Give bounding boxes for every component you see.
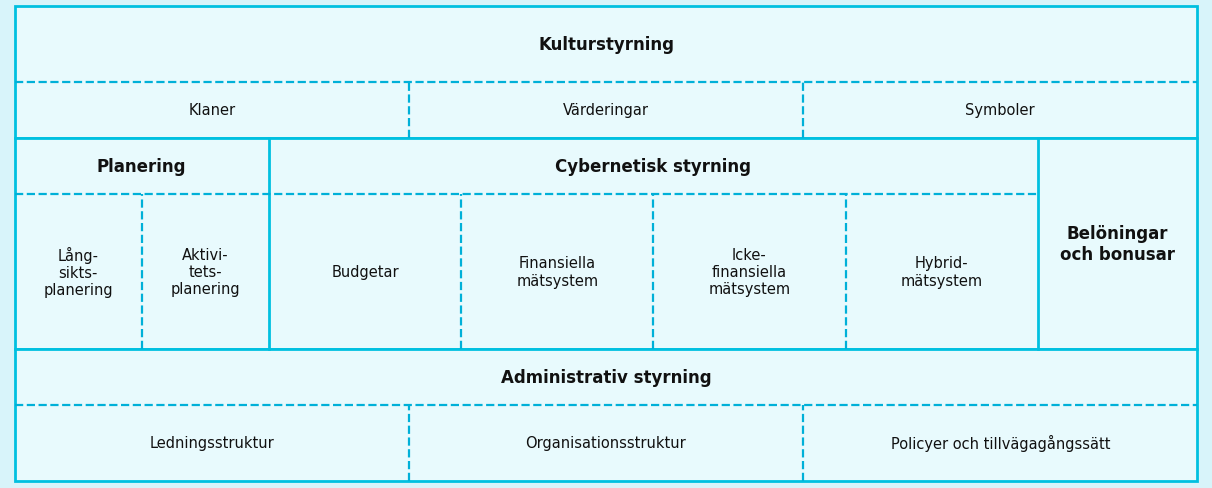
Text: Organisationsstruktur: Organisationsstruktur [526, 436, 686, 450]
Text: Administrativ styrning: Administrativ styrning [501, 368, 711, 386]
Text: Planering: Planering [97, 157, 187, 175]
Text: Kulturstyrning: Kulturstyrning [538, 36, 674, 54]
Text: Ledningsstruktur: Ledningsstruktur [149, 436, 274, 450]
Text: Finansiella
mätsystem: Finansiella mätsystem [516, 256, 599, 288]
Text: Lång-
sikts-
planering: Lång- sikts- planering [44, 246, 113, 298]
Text: Aktivi-
tets-
planering: Aktivi- tets- planering [171, 247, 240, 297]
Text: Hybrid-
mätsystem: Hybrid- mätsystem [901, 256, 983, 288]
FancyBboxPatch shape [15, 139, 1197, 349]
Text: Budgetar: Budgetar [331, 264, 399, 280]
FancyBboxPatch shape [15, 349, 1197, 481]
Text: Icke-
finansiella
mätsystem: Icke- finansiella mätsystem [708, 247, 790, 297]
Text: Värderingar: Värderingar [564, 103, 648, 118]
Text: Symboler: Symboler [966, 103, 1035, 118]
FancyBboxPatch shape [15, 7, 1197, 139]
Text: Belöningar
och bonusar: Belöningar och bonusar [1060, 224, 1176, 264]
Text: Klaner: Klaner [188, 103, 235, 118]
Text: Cybernetisk styrning: Cybernetisk styrning [555, 157, 751, 175]
Text: Policyer och tillvägagångssätt: Policyer och tillvägagångssätt [891, 434, 1110, 451]
